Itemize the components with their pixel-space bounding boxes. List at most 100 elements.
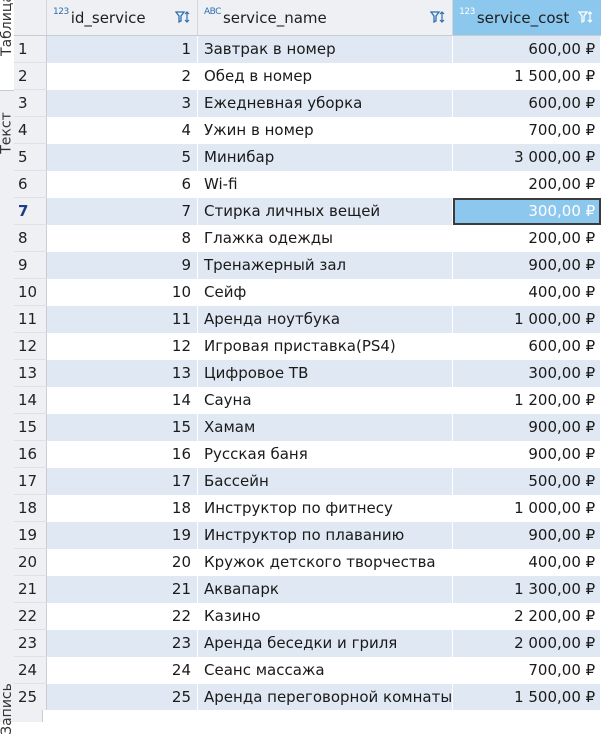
table-row[interactable]: 10 10 Сейф 400,00 ₽ — [14, 278, 602, 306]
cell-service-name[interactable]: Казино — [197, 602, 454, 630]
row-number[interactable]: 10 — [14, 278, 47, 306]
cell-service-name[interactable]: Обед в номер — [197, 62, 454, 90]
cell-service-name[interactable]: Глажка одежды — [197, 224, 454, 252]
cell-id-service[interactable]: 8 — [46, 224, 198, 252]
cell-service-name[interactable]: Аренда беседки и гриля — [197, 629, 454, 657]
table-row[interactable]: 5 5 Минибар 3 000,00 ₽ — [14, 143, 602, 171]
row-number[interactable]: 24 — [14, 656, 47, 684]
cell-service-cost[interactable]: 700,00 ₽ — [452, 656, 602, 684]
row-number[interactable]: 6 — [14, 170, 47, 198]
table-row[interactable]: 3 3 Ежедневная уборка 600,00 ₽ — [14, 89, 602, 117]
cell-service-cost[interactable]: 1 500,00 ₽ — [452, 62, 602, 90]
cell-service-name[interactable]: Инструктор по фитнесу — [197, 494, 454, 522]
cell-id-service[interactable]: 17 — [46, 467, 198, 495]
row-number[interactable]: 22 — [14, 602, 47, 630]
row-number[interactable]: 1 — [14, 35, 47, 63]
table-row[interactable]: 17 17 Бассейн 500,00 ₽ — [14, 467, 602, 495]
cell-service-cost[interactable]: 500,00 ₽ — [452, 467, 602, 495]
grid-corner[interactable] — [14, 0, 47, 36]
table-row[interactable]: 25 25 Аренда переговорной комнаты 1 500,00 … — [14, 683, 602, 711]
row-number[interactable]: 15 — [14, 413, 47, 441]
cell-service-name[interactable]: Минибар — [197, 143, 454, 171]
cell-id-service[interactable]: 5 — [46, 143, 198, 171]
table-row[interactable]: 18 18 Инструктор по фитнесу 1 000,00 ₽ — [14, 494, 602, 522]
table-row[interactable]: 13 13 Цифровое ТВ 300,00 ₽ — [14, 359, 602, 387]
table-row[interactable]: 7 7 Стирка личных вещей 300,00 ₽ — [14, 197, 602, 225]
cell-id-service[interactable]: 25 — [46, 683, 198, 711]
cell-service-name[interactable]: Ужин в номер — [197, 116, 454, 144]
column-header-service-cost[interactable]: 123 service_cost — [452, 0, 602, 36]
cell-service-name[interactable]: Аквапарк — [197, 575, 454, 603]
table-row[interactable]: 20 20 Кружок детского творчества 400,00 ₽ — [14, 548, 602, 576]
cell-id-service[interactable]: 3 — [46, 89, 198, 117]
table-row[interactable]: 15 15 Хамам 900,00 ₽ — [14, 413, 602, 441]
cell-id-service[interactable]: 15 — [46, 413, 198, 441]
table-row[interactable]: 21 21 Аквапарк 1 300,00 ₽ — [14, 575, 602, 603]
row-number[interactable]: 25 — [14, 683, 47, 711]
cell-service-cost[interactable]: 900,00 ₽ — [452, 413, 602, 441]
cell-service-cost[interactable]: 600,00 ₽ — [452, 89, 602, 117]
cell-service-name[interactable]: Сейф — [197, 278, 454, 306]
cell-service-cost[interactable]: 400,00 ₽ — [452, 548, 602, 576]
cell-id-service[interactable]: 6 — [46, 170, 198, 198]
cell-service-name[interactable]: Сауна — [197, 386, 454, 414]
row-number[interactable]: 4 — [14, 116, 47, 144]
table-row[interactable]: 11 11 Аренда ноутбука 1 000,00 ₽ — [14, 305, 602, 333]
cell-service-cost[interactable]: 300,00 ₽ — [452, 359, 602, 387]
tab-record-view[interactable]: Запись — [0, 676, 15, 735]
filter-sort-icon[interactable] — [430, 10, 446, 24]
cell-service-cost[interactable]: 1 200,00 ₽ — [452, 386, 602, 414]
cell-id-service[interactable]: 20 — [46, 548, 198, 576]
table-row[interactable]: 22 22 Казино 2 200,00 ₽ — [14, 602, 602, 630]
cell-service-cost[interactable]: 2 000,00 ₽ — [452, 629, 602, 657]
row-number[interactable]: 11 — [14, 305, 47, 333]
filter-sort-icon[interactable] — [175, 10, 191, 24]
cell-id-service[interactable]: 21 — [46, 575, 198, 603]
row-number[interactable]: 18 — [14, 494, 47, 522]
cell-service-name[interactable]: Сеанс массажа — [197, 656, 454, 684]
cell-id-service[interactable]: 23 — [46, 629, 198, 657]
cell-service-cost[interactable]: 200,00 ₽ — [452, 170, 602, 198]
table-row[interactable]: 23 23 Аренда беседки и гриля 2 000,00 ₽ — [14, 629, 602, 657]
row-number[interactable]: 5 — [14, 143, 47, 171]
cell-service-cost[interactable]: 2 200,00 ₽ — [452, 602, 602, 630]
cell-service-name[interactable]: Стирка личных вещей — [197, 197, 454, 225]
cell-id-service[interactable]: 22 — [46, 602, 198, 630]
column-header-id-service[interactable]: 123 id_service — [46, 0, 198, 36]
table-row[interactable]: 12 12 Игровая приставка(PS4) 600,00 ₽ — [14, 332, 602, 360]
cell-id-service[interactable]: 14 — [46, 386, 198, 414]
table-row[interactable]: 4 4 Ужин в номер 700,00 ₽ — [14, 116, 602, 144]
cell-service-name[interactable]: Хамам — [197, 413, 454, 441]
cell-service-cost[interactable]: 900,00 ₽ — [452, 440, 602, 468]
cell-service-cost[interactable]: 200,00 ₽ — [452, 224, 602, 252]
cell-service-cost[interactable]: 3 000,00 ₽ — [452, 143, 602, 171]
row-number[interactable]: 20 — [14, 548, 47, 576]
column-header-service-name[interactable]: ABC service_name — [197, 0, 454, 36]
cell-service-name[interactable]: Тренажерный зал — [197, 251, 454, 279]
table-row[interactable]: 6 6 Wi-fi 200,00 ₽ — [14, 170, 602, 198]
row-number[interactable]: 2 — [14, 62, 47, 90]
cell-id-service[interactable]: 19 — [46, 521, 198, 549]
cell-id-service[interactable]: 13 — [46, 359, 198, 387]
cell-service-name[interactable]: Бассейн — [197, 467, 454, 495]
cell-id-service[interactable]: 10 — [46, 278, 198, 306]
cell-id-service[interactable]: 9 — [46, 251, 198, 279]
cell-service-cost[interactable]: 300,00 ₽ — [452, 197, 602, 225]
cell-service-name[interactable]: Wi-fi — [197, 170, 454, 198]
cell-id-service[interactable]: 16 — [46, 440, 198, 468]
row-number[interactable]: 7 — [14, 197, 47, 225]
cell-service-cost[interactable]: 600,00 ₽ — [452, 35, 602, 63]
cell-service-name[interactable]: Аренда ноутбука — [197, 305, 454, 333]
cell-service-name[interactable]: Аренда переговорной комнаты — [197, 683, 454, 711]
row-number[interactable]: 13 — [14, 359, 47, 387]
table-row[interactable]: 2 2 Обед в номер 1 500,00 ₽ — [14, 62, 602, 90]
cell-id-service[interactable]: 18 — [46, 494, 198, 522]
cell-id-service[interactable]: 4 — [46, 116, 198, 144]
row-number[interactable]: 17 — [14, 467, 47, 495]
cell-id-service[interactable]: 2 — [46, 62, 198, 90]
row-number[interactable]: 9 — [14, 251, 47, 279]
row-number[interactable]: 14 — [14, 386, 47, 414]
cell-service-cost[interactable]: 900,00 ₽ — [452, 521, 602, 549]
row-number[interactable]: 21 — [14, 575, 47, 603]
cell-service-cost[interactable]: 1 300,00 ₽ — [452, 575, 602, 603]
